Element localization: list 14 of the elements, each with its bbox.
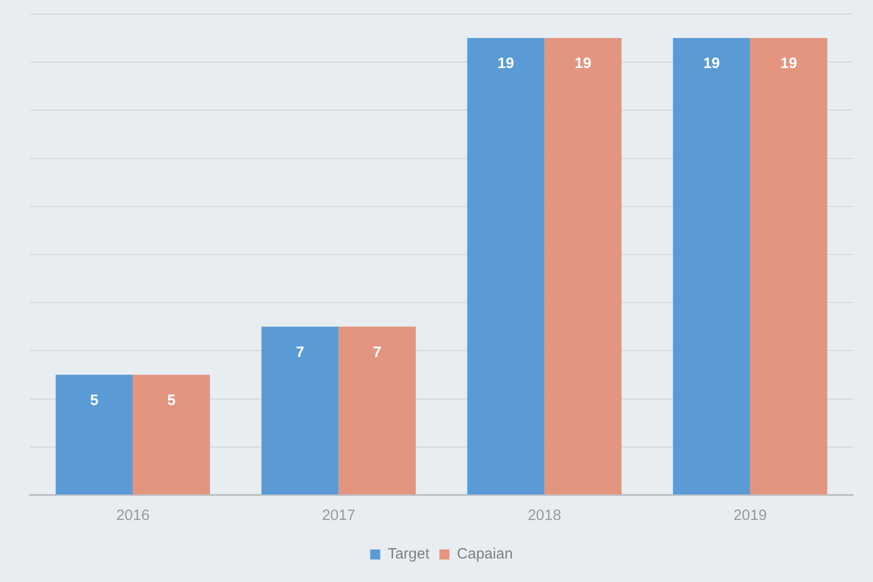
data-label: 19 [497,55,514,72]
x-tick-label: 2017 [322,507,356,524]
data-label: 19 [574,55,592,72]
x-tick-label: 2018 [528,507,562,524]
x-tick-label: 2016 [116,507,150,524]
x-tick-label: 2019 [733,507,767,524]
data-label: 19 [703,55,720,72]
legend-label: Capaian [456,546,513,563]
data-label: 5 [167,392,176,409]
legend-label: Target [388,546,430,563]
data-label: 7 [373,344,382,361]
data-label: 19 [780,55,798,72]
data-label: 5 [90,392,98,409]
data-label: 7 [296,344,304,361]
